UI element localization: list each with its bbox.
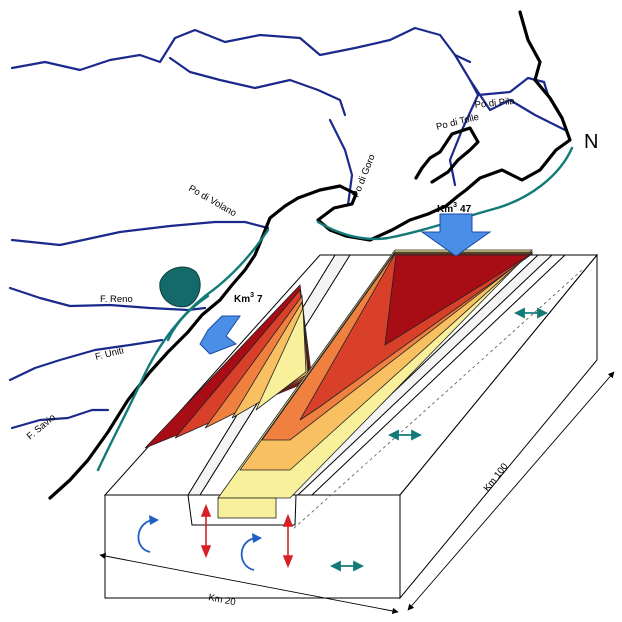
volume-label-south: Km3 7 — [234, 292, 263, 305]
po-delta-lobe — [414, 126, 480, 184]
deposit-main-fan — [217, 249, 534, 499]
dimension-line-width — [99, 552, 399, 615]
river-network — [8, 26, 567, 430]
label-po-di-pila: Po di Pila — [474, 96, 516, 111]
label-f-reno: F. Reno — [100, 294, 133, 305]
dimension-line-length — [407, 371, 615, 611]
coastline — [48, 10, 572, 500]
river-f-uniti — [8, 338, 164, 382]
label-f-savio: F. Savio — [25, 412, 58, 442]
north-label: N — [584, 131, 598, 153]
river-po-di-tolle — [448, 93, 480, 187]
label-f-uniti: F. Uniti — [94, 345, 125, 363]
river-f-savio — [10, 408, 110, 430]
trench-fill-front — [217, 497, 277, 519]
deposit-south-lobe — [144, 284, 313, 449]
river-po-upper — [168, 56, 347, 117]
river-po-di-goro — [328, 118, 354, 207]
label-po-di-goro: Po di Goro — [351, 153, 378, 199]
river-po-di-volano — [10, 220, 270, 247]
trench-front-profile — [187, 494, 297, 526]
dimension-label-width: Km 20 — [207, 592, 236, 608]
sediment-input-arrow-south — [199, 315, 241, 355]
sediment-input-arrow-north — [420, 213, 492, 257]
river-po-di-pila — [468, 78, 567, 132]
volume-label-north: Km3 47 — [437, 202, 472, 215]
label-po-di-volano: Po di Volano — [187, 183, 239, 219]
shelf-edge-line-lower — [166, 294, 210, 342]
label-po-di-tolle: Po di Tolle — [435, 112, 480, 133]
river-po-main — [10, 26, 472, 72]
lagoon-valli-di-comacchio — [159, 266, 201, 308]
